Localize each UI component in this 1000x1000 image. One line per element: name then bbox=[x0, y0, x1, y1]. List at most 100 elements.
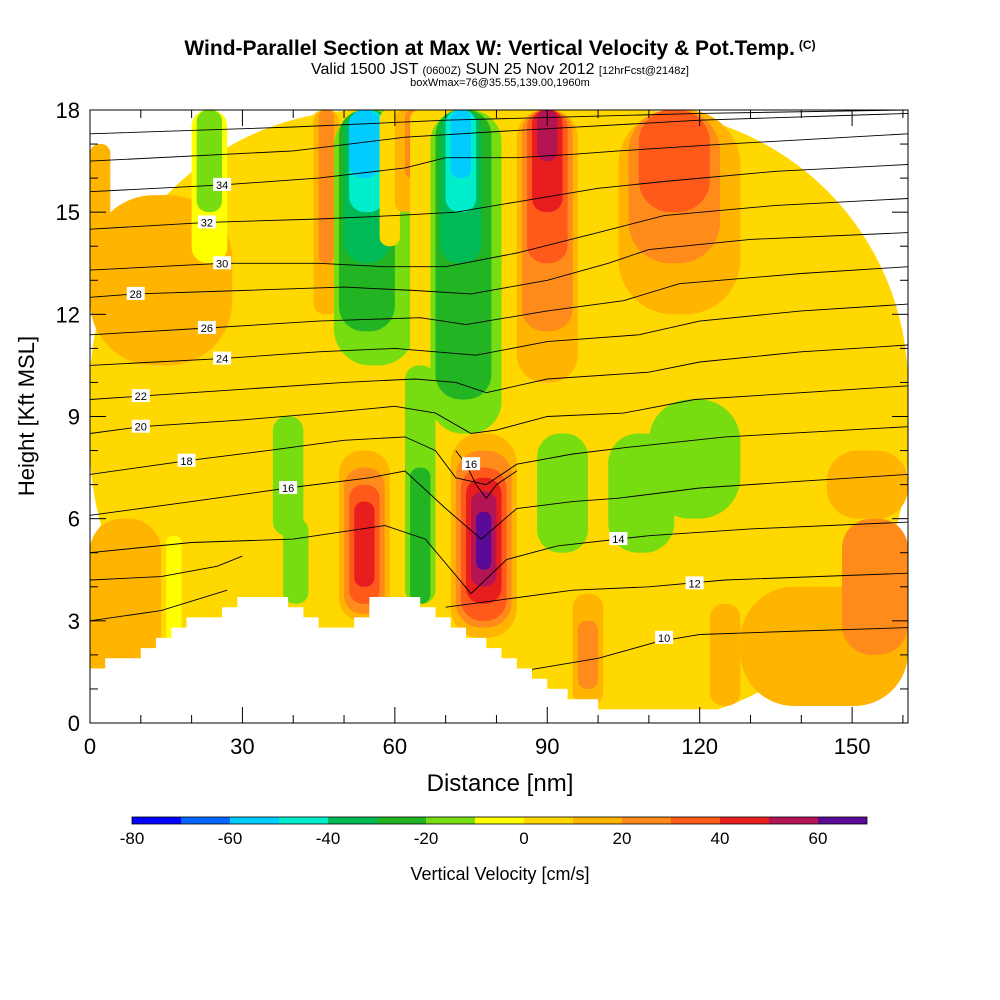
velocity-cell bbox=[196, 110, 223, 213]
velocity-cell bbox=[379, 110, 400, 247]
colorbar-swatch bbox=[671, 817, 720, 824]
isentrope-label: 18 bbox=[180, 456, 192, 468]
isentrope-label-box bbox=[213, 351, 232, 365]
valid-time-utc: (0600Z) bbox=[422, 65, 462, 77]
y-axis-title: Height [Kft MSL] bbox=[14, 336, 39, 496]
colorbar-tick-label: 20 bbox=[613, 829, 632, 848]
valid-date: SUN 25 Nov 2012 bbox=[465, 61, 595, 78]
x-tick-label: 30 bbox=[230, 734, 254, 759]
isentrope-line bbox=[445, 572, 908, 608]
isentrope-label-box bbox=[197, 215, 216, 229]
isentrope-line bbox=[90, 555, 243, 581]
isentrope-label: 20 bbox=[135, 422, 147, 434]
x-tick-label: 150 bbox=[834, 734, 871, 759]
forecast-info: [12hrFcst@2148z] bbox=[598, 65, 689, 77]
valid-time: Valid 1500 JST bbox=[311, 61, 419, 78]
isentrope-line bbox=[90, 521, 908, 595]
colorbar-frame bbox=[131, 816, 868, 825]
isentrope-line bbox=[90, 133, 908, 193]
axes: 0 30 60 90 120 150 0 3 6 9 12 15 18 bbox=[56, 98, 908, 759]
x-tick-label: 90 bbox=[535, 734, 559, 759]
y-tick-label: 12 bbox=[56, 302, 80, 327]
velocity-cell bbox=[410, 467, 431, 604]
colorbar-tick-label: 60 bbox=[809, 829, 828, 848]
colorbar-tick-label: -60 bbox=[218, 829, 243, 848]
y-tick-label: 0 bbox=[68, 711, 80, 736]
isentrope-line bbox=[90, 164, 908, 230]
isentrope-label-box bbox=[177, 453, 196, 467]
isentrope-label: 16 bbox=[465, 459, 477, 471]
terrain bbox=[90, 597, 908, 723]
colorbar-swatch bbox=[377, 817, 426, 824]
colorbar-tick-label: -80 bbox=[120, 829, 145, 848]
chart-title: Wind-Parallel Section at Max W: Vertical… bbox=[0, 37, 1000, 61]
colorbar-swatch bbox=[769, 817, 818, 824]
isentrope-label-box bbox=[213, 256, 232, 270]
velocity-cell bbox=[537, 110, 558, 162]
colorbar-tick-label: 0 bbox=[519, 829, 528, 848]
velocity-cell bbox=[283, 518, 309, 604]
box-max-info: boxWmax=76@35.55,139.00,1960m bbox=[410, 77, 590, 89]
isentrope-line bbox=[90, 110, 908, 135]
velocity-cell bbox=[166, 535, 182, 655]
isentrope-line bbox=[90, 198, 908, 271]
copyright-mark: (C) bbox=[798, 38, 816, 52]
colorbar-tick-label: -40 bbox=[316, 829, 341, 848]
chart-title-text: Wind-Parallel Section at Max W: Vertical… bbox=[184, 37, 795, 60]
velocity-cell bbox=[638, 110, 710, 213]
velocity-cell bbox=[577, 620, 599, 689]
y-tick-label: 3 bbox=[68, 609, 80, 634]
isentrope-line bbox=[516, 627, 908, 673]
velocity-cell bbox=[476, 511, 492, 570]
velocity-cell bbox=[349, 110, 380, 179]
y-tick-label: 18 bbox=[56, 98, 80, 123]
isentrope-line bbox=[90, 266, 908, 336]
isentrope-label-box bbox=[609, 532, 628, 546]
terrain-polygon bbox=[90, 597, 908, 723]
velocity-cell bbox=[354, 501, 375, 587]
velocity-cell bbox=[648, 399, 741, 519]
isentrope-label: 14 bbox=[612, 534, 624, 546]
colorbar-swatch bbox=[573, 817, 622, 824]
x-tick-label: 120 bbox=[681, 734, 718, 759]
isentrope-label-box bbox=[462, 457, 481, 471]
isentrope-label-box bbox=[655, 630, 674, 644]
colorbar-swatch bbox=[132, 817, 181, 824]
colorbar-swatch bbox=[524, 817, 573, 824]
isentrope-label: 28 bbox=[130, 289, 142, 301]
isentrope-line bbox=[90, 426, 908, 486]
isentrope-label-box bbox=[685, 576, 704, 590]
velocity-cell bbox=[318, 110, 334, 264]
isentrope-label-box bbox=[197, 320, 216, 334]
isentrope-label: 12 bbox=[688, 578, 700, 590]
velocity-cell bbox=[410, 110, 431, 383]
y-tick-label: 15 bbox=[56, 200, 80, 225]
x-axis-title: Distance [nm] bbox=[427, 770, 574, 797]
velocity-cell bbox=[537, 433, 588, 553]
colorbar-swatch bbox=[181, 817, 230, 824]
colorbar-swatch bbox=[818, 817, 867, 824]
isentrope-label: 22 bbox=[135, 391, 147, 403]
colorbar-label: Vertical Velocity [cm/s] bbox=[410, 864, 589, 884]
isentrope-line bbox=[90, 344, 908, 400]
colorbar-swatch bbox=[426, 817, 475, 824]
isentrope-label-box bbox=[126, 286, 145, 300]
isentrope-label: 30 bbox=[216, 258, 228, 270]
isentrope-label: 26 bbox=[201, 323, 213, 335]
colorbar-swatch bbox=[720, 817, 769, 824]
isentrope-line bbox=[90, 385, 908, 434]
isentrope-line bbox=[90, 232, 908, 298]
isentrope-line bbox=[90, 112, 908, 162]
velocity-cell bbox=[709, 603, 741, 706]
y-tick-label: 6 bbox=[68, 507, 80, 532]
velocity-cell bbox=[826, 450, 908, 519]
isentrope-label: 32 bbox=[201, 217, 213, 229]
isentrope-label-box bbox=[213, 177, 232, 191]
velocity-cell bbox=[841, 518, 908, 655]
colorbar-swatch bbox=[475, 817, 524, 824]
colorbar-tick-label: -20 bbox=[414, 829, 439, 848]
isentrope-label: 34 bbox=[216, 180, 228, 192]
colorbar-swatch bbox=[230, 817, 279, 824]
colorbar-tick-label: 40 bbox=[711, 829, 730, 848]
